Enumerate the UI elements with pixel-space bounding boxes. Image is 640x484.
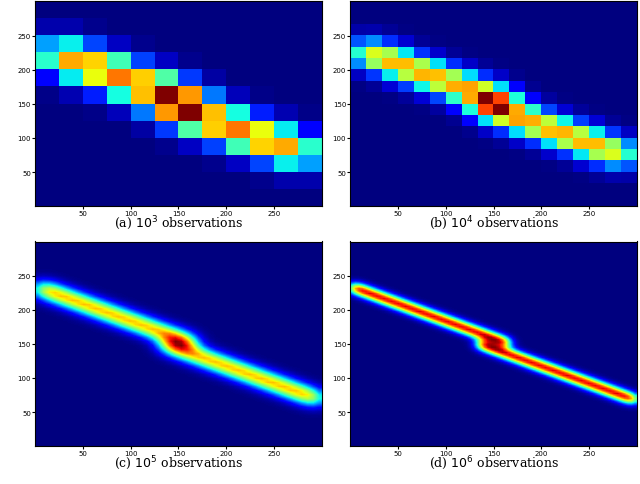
Text: (a) $10^3$ observations: (a) $10^3$ observations <box>114 214 243 231</box>
Text: (c) $10^5$ observations: (c) $10^5$ observations <box>114 454 243 471</box>
Text: (b) $10^4$ observations: (b) $10^4$ observations <box>429 214 559 231</box>
Text: (d) $10^6$ observations: (d) $10^6$ observations <box>429 454 559 471</box>
